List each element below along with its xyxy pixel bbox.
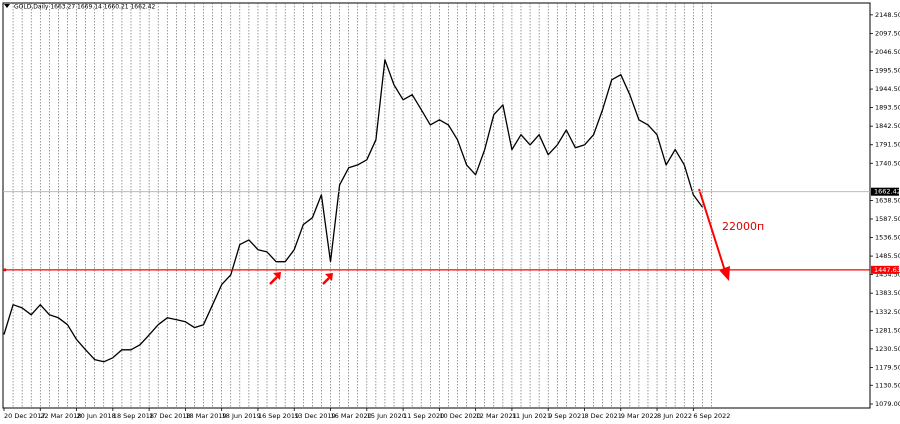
- y-tick-label: 1944.50: [875, 85, 900, 93]
- x-tick-label: 13 Dec 2019: [294, 412, 336, 420]
- annotation: 22000п: [722, 220, 764, 233]
- y-tick-label: 1332.50: [875, 308, 900, 316]
- x-tick-label: 17 Dec 2018: [149, 412, 191, 420]
- y-tick-label: 1383.50: [875, 289, 900, 297]
- y-tick-label: 1130.50: [875, 381, 900, 389]
- x-tick-label: 18 Jun 2019: [222, 412, 261, 420]
- price-line: [3, 59, 703, 363]
- arrow-head: [325, 273, 333, 281]
- x-tick-label: 6 Sep 2022: [693, 412, 730, 420]
- y-tick-label: 1893.50: [875, 104, 900, 112]
- y-tick-label: 1842.50: [875, 122, 900, 130]
- arrow-head: [273, 272, 281, 280]
- arrow-shaft: [698, 188, 726, 272]
- x-tick-label: 15 Jun 2020: [367, 412, 406, 420]
- x-tick-label: 18 Sep 2018: [113, 412, 154, 420]
- plot-frame: [2, 2, 871, 409]
- current-price-box: [871, 187, 899, 196]
- level-box: [871, 265, 899, 274]
- arrow-shaft: [269, 276, 278, 285]
- current-price-label: 1662.42: [874, 188, 900, 196]
- x-tick-label: 10 Dec 2020: [439, 412, 481, 420]
- y-tick-label: 1740.50: [875, 159, 900, 167]
- x-tick-label: 20 Dec 2017: [4, 412, 46, 420]
- y-tick-label: 2097.50: [875, 29, 900, 37]
- y-tick-label: 2148.50: [875, 11, 900, 19]
- y-tick-label: 2046.50: [875, 48, 900, 56]
- x-tick-label: 8 Dec 2021: [584, 412, 621, 420]
- x-tick-label: 9 Mar 2022: [621, 412, 658, 420]
- x-tick-label: 22 Mar 2018: [40, 412, 81, 420]
- level-anchor: [3, 268, 7, 272]
- grid: [12, 3, 712, 408]
- y-tick-label: 1587.50: [875, 215, 900, 223]
- x-tick-label: 16 Sep 2019: [258, 412, 299, 420]
- y-tick-label: 1791.50: [875, 141, 900, 149]
- y-tick-label: 1079.00: [875, 400, 900, 408]
- x-tick-label: 20 Jun 2018: [77, 412, 116, 420]
- arrow-shaft: [322, 277, 330, 285]
- y-tick-label: 1434.50: [875, 271, 900, 279]
- x-tick-label: 11 Sep 2020: [403, 412, 444, 420]
- x-tick-label: 12 Mar 2021: [476, 412, 517, 420]
- y-tick-label: 1995.50: [875, 67, 900, 75]
- y-tick-label: 1230.50: [875, 345, 900, 353]
- y-tick-label: 1281.50: [875, 326, 900, 334]
- x-tick-label: 8 Jun 2022: [657, 412, 692, 420]
- y-tick-label: 1536.50: [875, 234, 900, 242]
- chart-title: GOLD,Daily 1663.27 1669.14 1660.21 1662.…: [14, 4, 155, 11]
- x-tick-label: 9 Sep 2021: [548, 412, 585, 420]
- x-tick-label: 18 Mar 2019: [185, 412, 226, 420]
- y-tick-label: 1179.50: [875, 363, 900, 371]
- level-label: 1447.63: [874, 266, 900, 274]
- title-icon: [4, 4, 10, 8]
- marks: [3, 59, 703, 363]
- x-tick-label: 11 Jun 2021: [512, 412, 551, 420]
- y-tick-label: 1638.50: [875, 196, 900, 204]
- x-tick-label: 16 Mar 2020: [331, 412, 372, 420]
- y-tick-label: 1485.50: [875, 252, 900, 260]
